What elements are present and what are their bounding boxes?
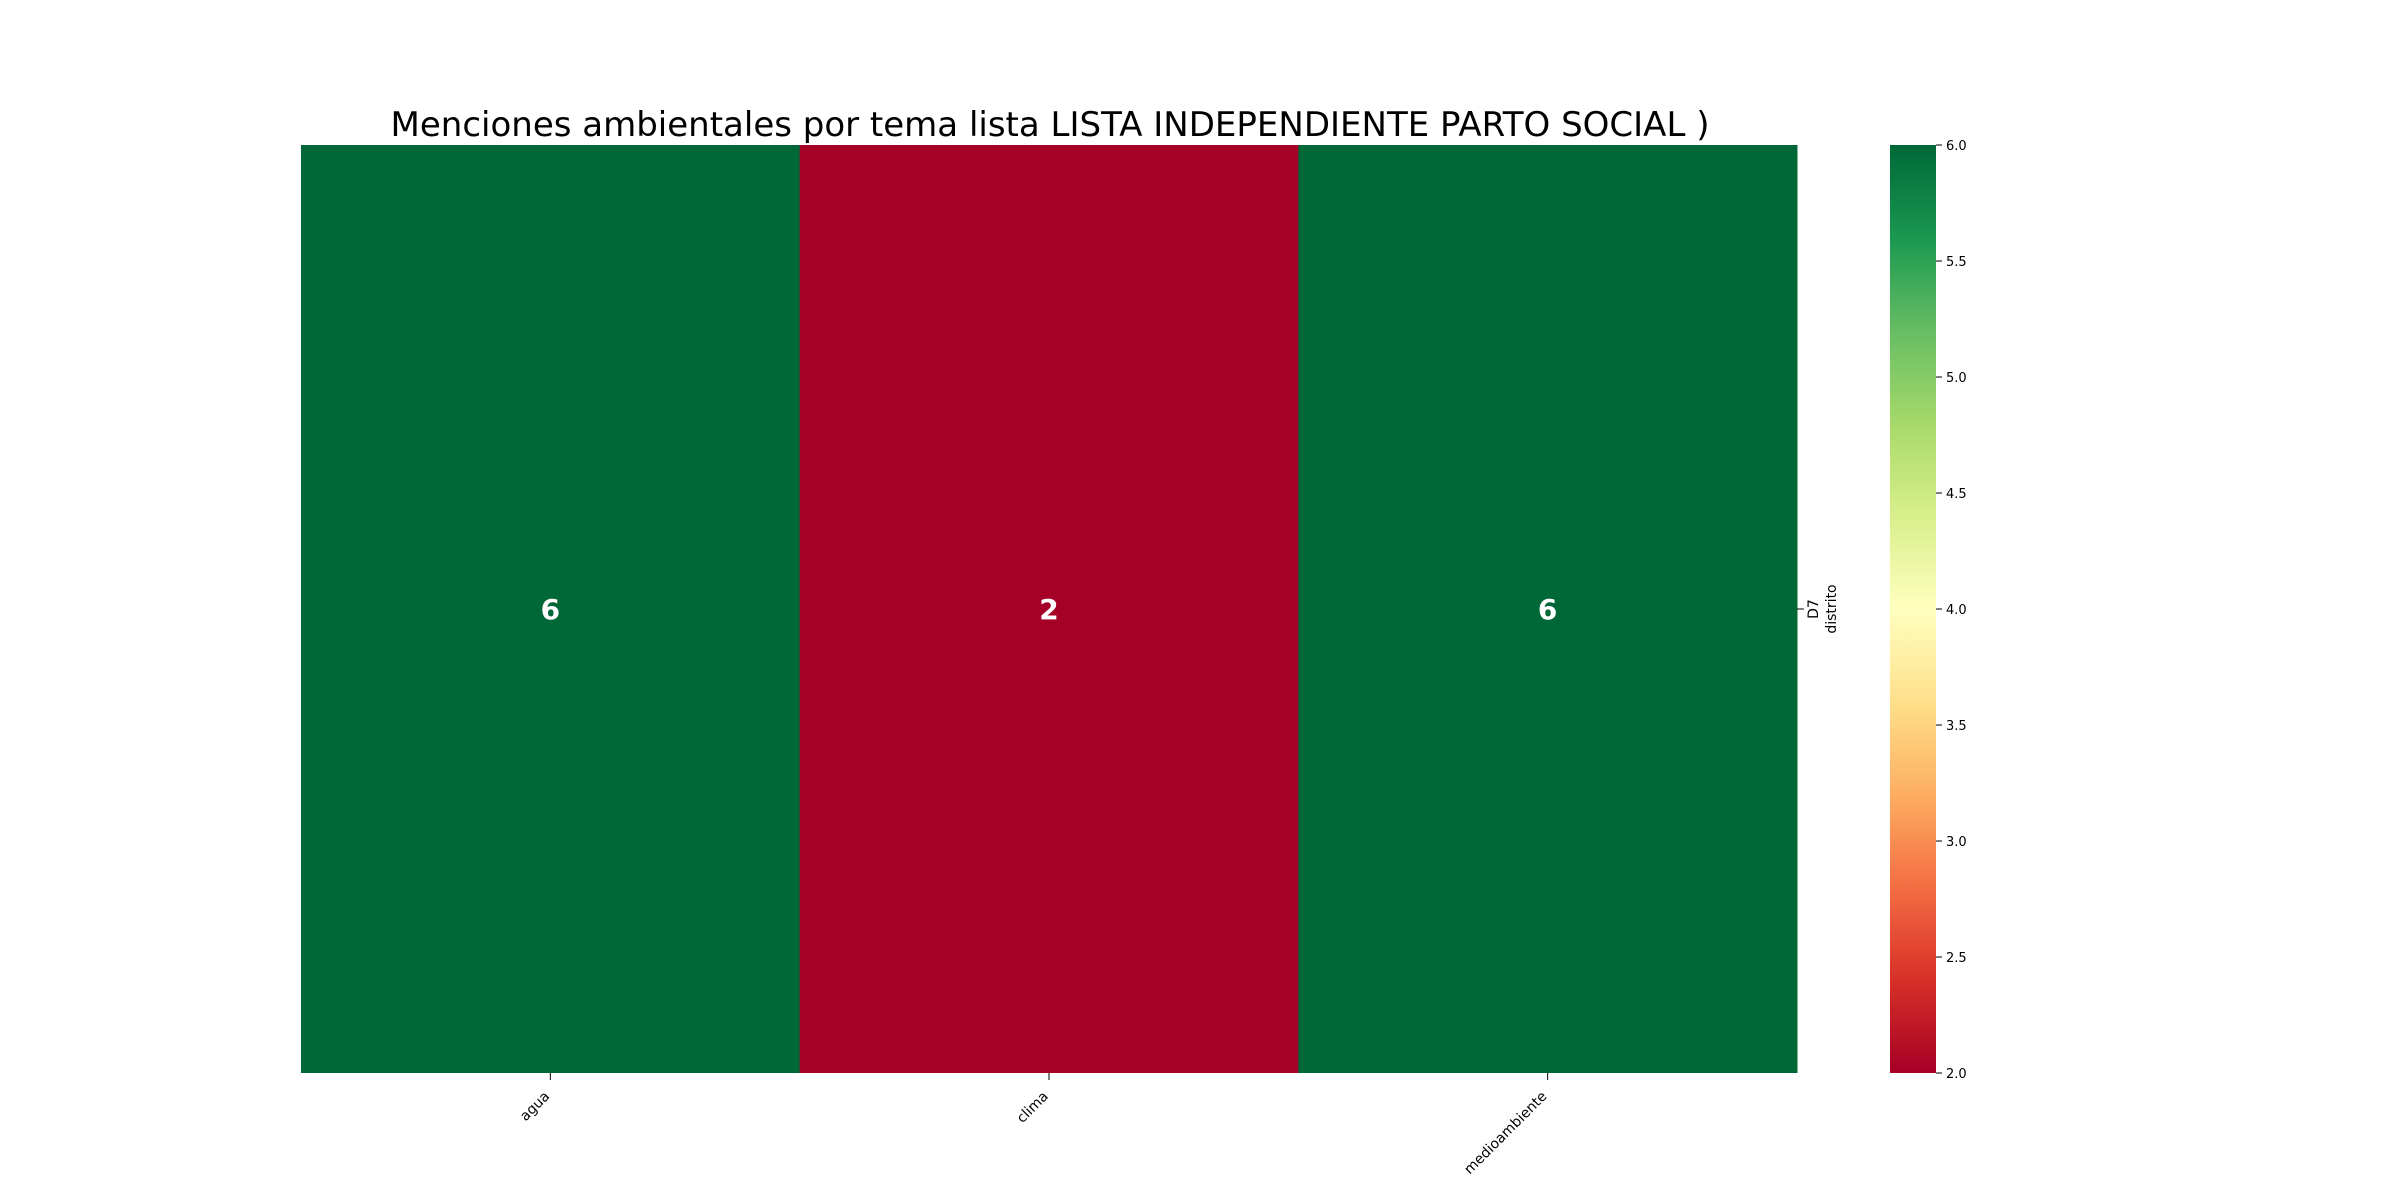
colorbar-tick-label: 4.0 <box>1946 603 1967 618</box>
cell-value-label: 2 <box>1039 593 1058 626</box>
colorbar-tick-label: 2.0 <box>1946 1067 1967 1082</box>
colorbar-gradient <box>1890 145 1936 1073</box>
chart-title: Menciones ambientales por tema lista LIS… <box>391 105 1710 145</box>
x-tick-label: clima <box>1014 1089 1052 1127</box>
colorbar-tick-label: 3.0 <box>1946 835 1967 850</box>
colorbar-tick-label: 4.5 <box>1946 487 1967 502</box>
x-tick-label: agua <box>517 1089 553 1125</box>
x-tick-label: medioambiente <box>1461 1089 1550 1178</box>
cell-value-label: 6 <box>541 593 560 626</box>
cell-value-label: 6 <box>1538 593 1557 626</box>
colorbar: 2.0 2.5 3.0 3.5 4.0 4.5 5.0 5.5 6.0 <box>1890 139 1967 1082</box>
x-axis-ticks: agua clima medioambiente <box>517 1073 1550 1178</box>
colorbar-tick-label: 6.0 <box>1946 139 1967 154</box>
heatmap-cells: 6 2 6 <box>301 145 1798 1073</box>
heatmap-cell-medioambiente <box>1298 145 1798 1073</box>
heatmap-cell-agua <box>301 145 801 1073</box>
colorbar-tick-label: 5.0 <box>1946 371 1967 386</box>
colorbar-tick-label: 3.5 <box>1946 719 1967 734</box>
colorbar-ticks: 2.0 2.5 3.0 3.5 4.0 4.5 5.0 5.5 6.0 <box>1936 139 1967 1082</box>
colorbar-tick-label: 5.5 <box>1946 255 1967 270</box>
heatmap-cell-clima <box>799 145 1299 1073</box>
colorbar-tick-label: 2.5 <box>1946 951 1967 966</box>
y-axis-label: distrito <box>1824 584 1840 633</box>
y-axis-ticks: D7 distrito <box>1797 584 1840 634</box>
y-tick-label: D7 <box>1806 599 1822 619</box>
